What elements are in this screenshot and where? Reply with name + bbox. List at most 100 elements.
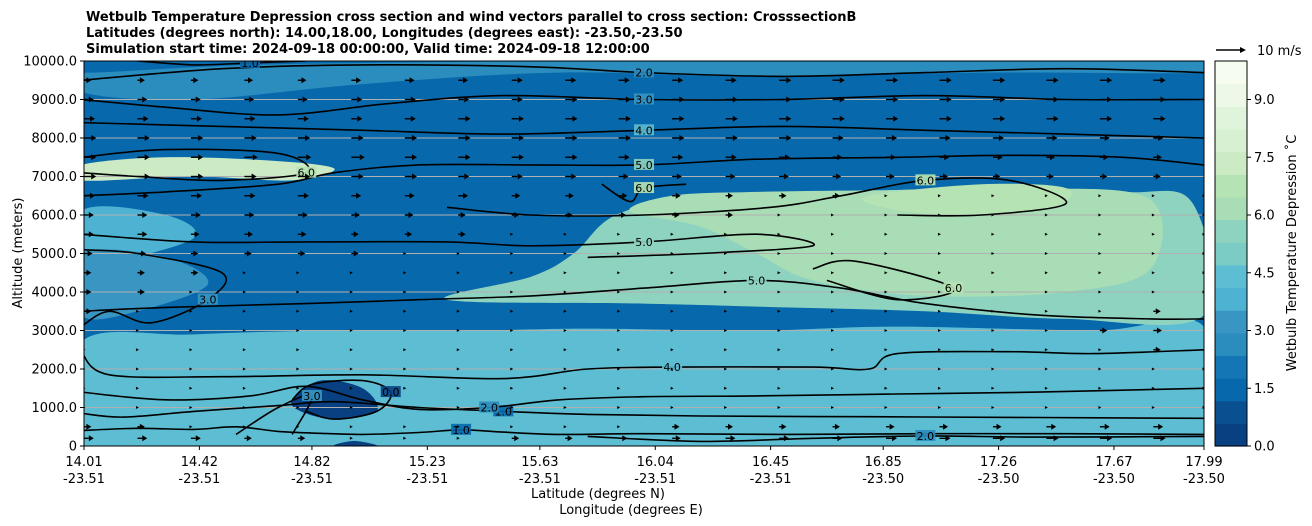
plot-area: 1.01.02.02.04.03.05.05.05.06.06.06.06.04… <box>84 61 1204 446</box>
colorbar-segment-4 <box>1215 332 1247 357</box>
y-axis-ticks: 0 1000.0 2000.0 3000.0 4000.0 5000.0 6000.0 700… <box>23 55 84 455</box>
wind-vector-2-18 <box>1044 406 1048 409</box>
chart-title-line-1: Wetbulb Temperature Depression cross sec… <box>86 10 856 25</box>
wind-vector-head-1-18 <box>1051 423 1057 430</box>
wind-vector-head-19-3 <box>248 77 254 84</box>
y-tick-label-8: 8000.0 <box>32 132 78 147</box>
wind-vector-head-15-9 <box>572 154 578 161</box>
wind-vector-4-12 <box>724 367 728 371</box>
wind-vector-8-2 <box>189 290 193 294</box>
wind-vector-head-18-8 <box>517 96 523 103</box>
wind-vector-8-6 <box>403 290 407 294</box>
wind-vector-3-20 <box>1151 386 1155 390</box>
wind-vector-head-11-7 <box>460 231 466 238</box>
wind-vector-7-19 <box>1098 309 1102 313</box>
wind-vector-head-10-4 <box>300 250 306 257</box>
wind-vector-head-19-17 <box>1000 77 1006 84</box>
colorbar-tick-label-6: 9.0 <box>1254 93 1275 108</box>
colorbar-segment-3 <box>1215 355 1247 379</box>
wind-vector-head-18-20 <box>1160 96 1166 103</box>
wind-vector-2-7 <box>456 406 460 409</box>
wind-vector-6-9 <box>563 329 567 332</box>
wind-vector-head-14-9 <box>571 173 577 180</box>
wind-vector-head-17-5 <box>357 115 363 122</box>
filled-region-12 <box>84 61 506 73</box>
wind-vector-head-1-1 <box>139 423 145 430</box>
wind-vector-7-2 <box>189 309 193 313</box>
wind-vector-head-15-12 <box>731 154 737 161</box>
contour-label-7: 5.0 <box>635 236 653 249</box>
wind-vector-3-19 <box>1098 386 1102 390</box>
wind-vector-head-15-5 <box>359 154 365 161</box>
wind-vector-3-15 <box>884 386 888 390</box>
wind-vector-head-19-10 <box>624 77 630 84</box>
wind-vector-head-17-20 <box>1160 115 1166 122</box>
wind-vector-head-15-6 <box>412 154 418 161</box>
wind-vector-8-15 <box>884 290 888 294</box>
wind-vector-head-17-6 <box>410 115 416 122</box>
wind-vector-head-15-16 <box>944 154 950 161</box>
wind-vector-head-16-19 <box>1104 135 1110 141</box>
wind-vector-7-15 <box>884 309 888 313</box>
wind-vector-head-8-0 <box>86 289 92 295</box>
wind-vector-7-8 <box>510 309 514 313</box>
wind-vector-head-10-3 <box>246 250 252 257</box>
wind-vector-head-0-17 <box>1000 435 1006 442</box>
wind-vector-head-6-20 <box>1156 327 1162 334</box>
colorbar-segment-16 <box>1215 61 1247 85</box>
wind-vector-head-18-15 <box>893 96 899 103</box>
contour-line-2 <box>84 385 1204 411</box>
contour-label-bg-4 <box>662 361 683 373</box>
contour-label-bg-8 <box>634 158 654 170</box>
wind-vector-3-7 <box>456 386 460 390</box>
y-tick-label-0: 0 <box>69 440 77 455</box>
wind-vector-12-17 <box>991 213 995 217</box>
wind-vector-8-20 <box>1151 290 1155 294</box>
wind-vector-head-0-2 <box>195 435 201 442</box>
wind-vector-head-18-3 <box>249 96 255 103</box>
wind-vector-head-12-2 <box>195 212 201 218</box>
colorbar-tick-label-5: 7.5 <box>1254 151 1275 166</box>
wind-vector-head-15-1 <box>144 154 150 161</box>
wind-vector-11-15 <box>884 232 888 236</box>
wind-vector-8-16 <box>937 290 941 294</box>
wind-vector-9-11 <box>670 271 674 275</box>
x-tick-lat-label-4: 15.63 <box>521 455 558 470</box>
wind-vector-head-11-6 <box>407 231 413 238</box>
wind-vector-head-1-15 <box>889 423 895 430</box>
colorbar-tick-label-1: 1.5 <box>1254 382 1275 397</box>
wind-vector-2-4 <box>296 406 300 409</box>
y-tick-label-9: 9000.0 <box>32 93 78 108</box>
x-tick-lon-label-10: -23.50 <box>1183 472 1225 487</box>
wind-vector-head-16-20 <box>1158 135 1164 141</box>
wind-vector-5-19 <box>1098 348 1102 352</box>
wind-vector-head-14-3 <box>251 173 257 180</box>
wind-vector-9-12 <box>724 271 728 275</box>
wind-vector-9-7 <box>456 271 460 275</box>
wind-vector-9-19 <box>1098 271 1102 275</box>
wind-vector-6-7 <box>456 329 460 332</box>
contour-label-bg-11 <box>634 182 654 194</box>
wind-vector-head-8-1 <box>139 289 145 295</box>
wind-vector-head-16-3 <box>251 135 257 141</box>
contour-label-bg-6 <box>746 274 767 286</box>
wind-vector-head-14-14 <box>836 173 842 180</box>
wind-vector-head-12-3 <box>249 212 255 218</box>
wind-vector-head-17-10 <box>625 115 631 122</box>
wind-vector-head-0-1 <box>142 435 148 442</box>
wind-vector-head-13-3 <box>250 192 256 199</box>
colorbar-segment-13 <box>1215 128 1247 153</box>
wind-vector-head-19-20 <box>1160 77 1166 84</box>
wind-vector-9-8 <box>510 271 514 275</box>
wind-vector-5-16 <box>937 348 941 352</box>
wind-vector-2-3 <box>242 406 246 409</box>
colorbar-segment-15 <box>1215 83 1247 107</box>
x-axis-label-latitude: Latitude (degrees N) <box>531 487 665 502</box>
contour-label-bg-16 <box>240 61 261 68</box>
wind-vector-10-13 <box>777 252 781 255</box>
wind-vector-1-8 <box>510 425 514 429</box>
wind-vector-7-14 <box>831 309 835 313</box>
wind-vector-head-19-2 <box>193 77 199 84</box>
wind-vector-head-17-4 <box>303 115 309 122</box>
colorbar-segment-2 <box>1215 378 1247 402</box>
